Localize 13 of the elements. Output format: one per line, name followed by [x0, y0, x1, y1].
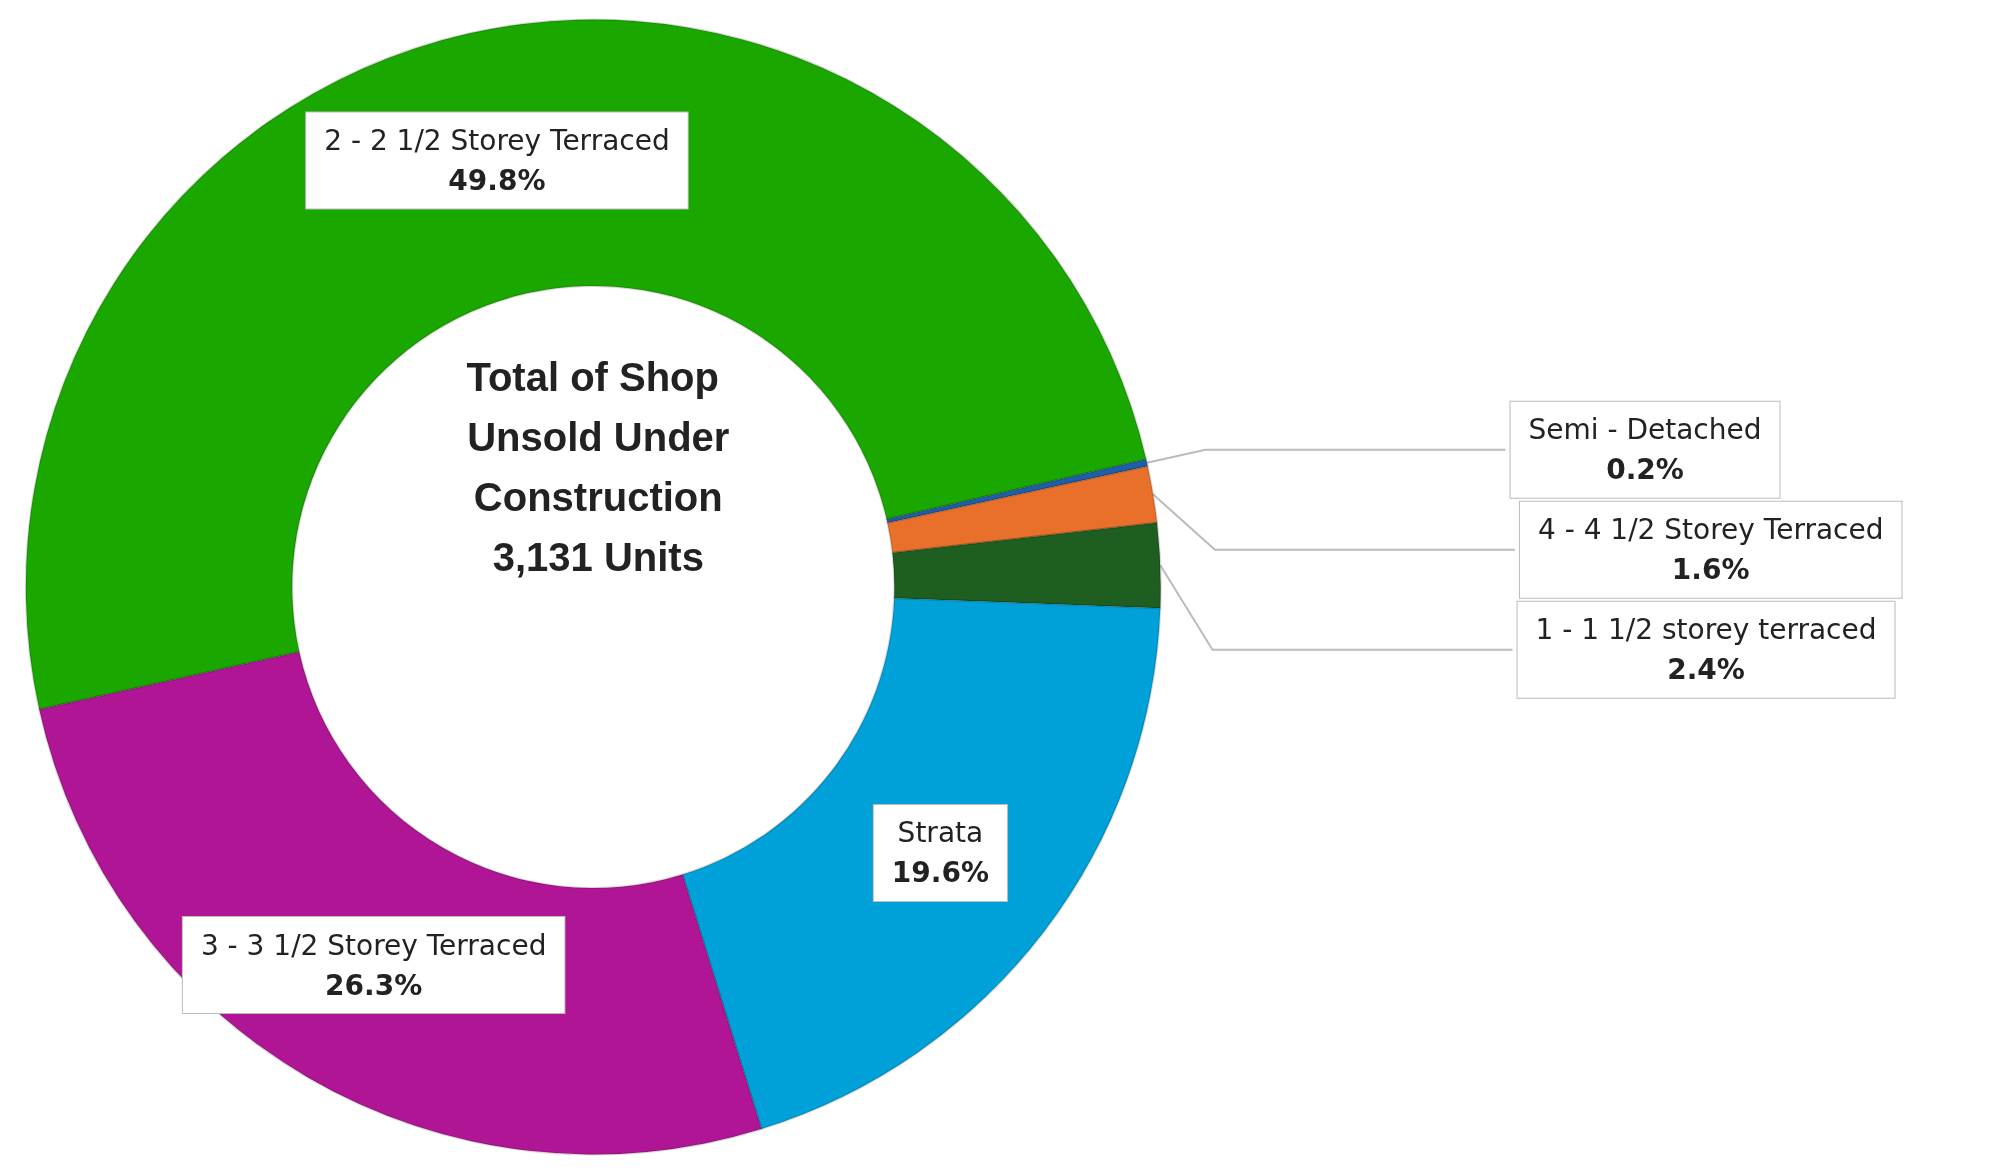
slice-label: 3 - 3 1/2 Storey Terraced — [200, 928, 547, 962]
slice-label: 4 - 4 1/2 Storey Terraced — [1537, 513, 1884, 547]
slice-label: Strata — [897, 816, 984, 850]
slice-label: 2 - 2 1/2 Storey Terraced — [324, 124, 670, 157]
data-label: 0.2% — [1606, 453, 1684, 487]
data-label: 26.3% — [325, 968, 423, 1002]
data-label: 1.6% — [1671, 553, 1750, 587]
data-label: 19.6% — [891, 856, 989, 890]
data-label: 49.8% — [448, 164, 546, 197]
slice-label: 1 - 1 1/2 storey terraced — [1535, 613, 1877, 647]
slice-label: Semi - Detached — [1528, 413, 1762, 447]
data-label: 2.4% — [1667, 653, 1745, 687]
text: Total of Shop Unsold Under Construction 3,131 Units — [462, 355, 734, 579]
